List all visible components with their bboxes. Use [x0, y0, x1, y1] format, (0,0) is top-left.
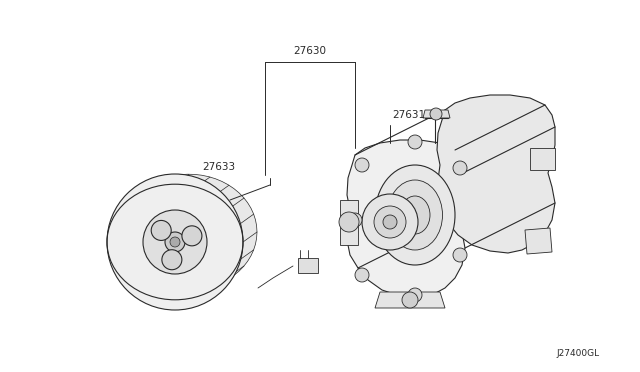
Polygon shape — [375, 292, 445, 308]
Circle shape — [408, 288, 422, 302]
Polygon shape — [347, 140, 465, 298]
Polygon shape — [530, 148, 555, 170]
Circle shape — [348, 213, 362, 227]
Polygon shape — [121, 174, 257, 290]
Polygon shape — [437, 95, 555, 253]
Circle shape — [107, 174, 243, 310]
Text: 27631: 27631 — [392, 110, 425, 120]
Circle shape — [453, 161, 467, 175]
Polygon shape — [423, 110, 450, 118]
Polygon shape — [525, 228, 552, 254]
Circle shape — [162, 250, 182, 270]
Circle shape — [453, 248, 467, 262]
Circle shape — [362, 194, 418, 250]
Circle shape — [165, 232, 185, 252]
Circle shape — [408, 135, 422, 149]
Circle shape — [355, 268, 369, 282]
Text: 27633: 27633 — [202, 162, 235, 172]
Circle shape — [383, 215, 397, 229]
Circle shape — [402, 292, 418, 308]
Text: J27400GL: J27400GL — [557, 349, 600, 358]
Circle shape — [339, 212, 359, 232]
Ellipse shape — [375, 165, 455, 265]
Circle shape — [170, 237, 180, 247]
Text: 27630: 27630 — [294, 46, 326, 56]
Circle shape — [374, 206, 406, 238]
Circle shape — [355, 158, 369, 172]
Polygon shape — [298, 258, 318, 273]
Circle shape — [430, 108, 442, 120]
Circle shape — [182, 226, 202, 246]
Circle shape — [143, 210, 207, 274]
Polygon shape — [340, 200, 358, 245]
Ellipse shape — [387, 180, 442, 250]
Ellipse shape — [400, 196, 430, 234]
Circle shape — [151, 221, 172, 240]
